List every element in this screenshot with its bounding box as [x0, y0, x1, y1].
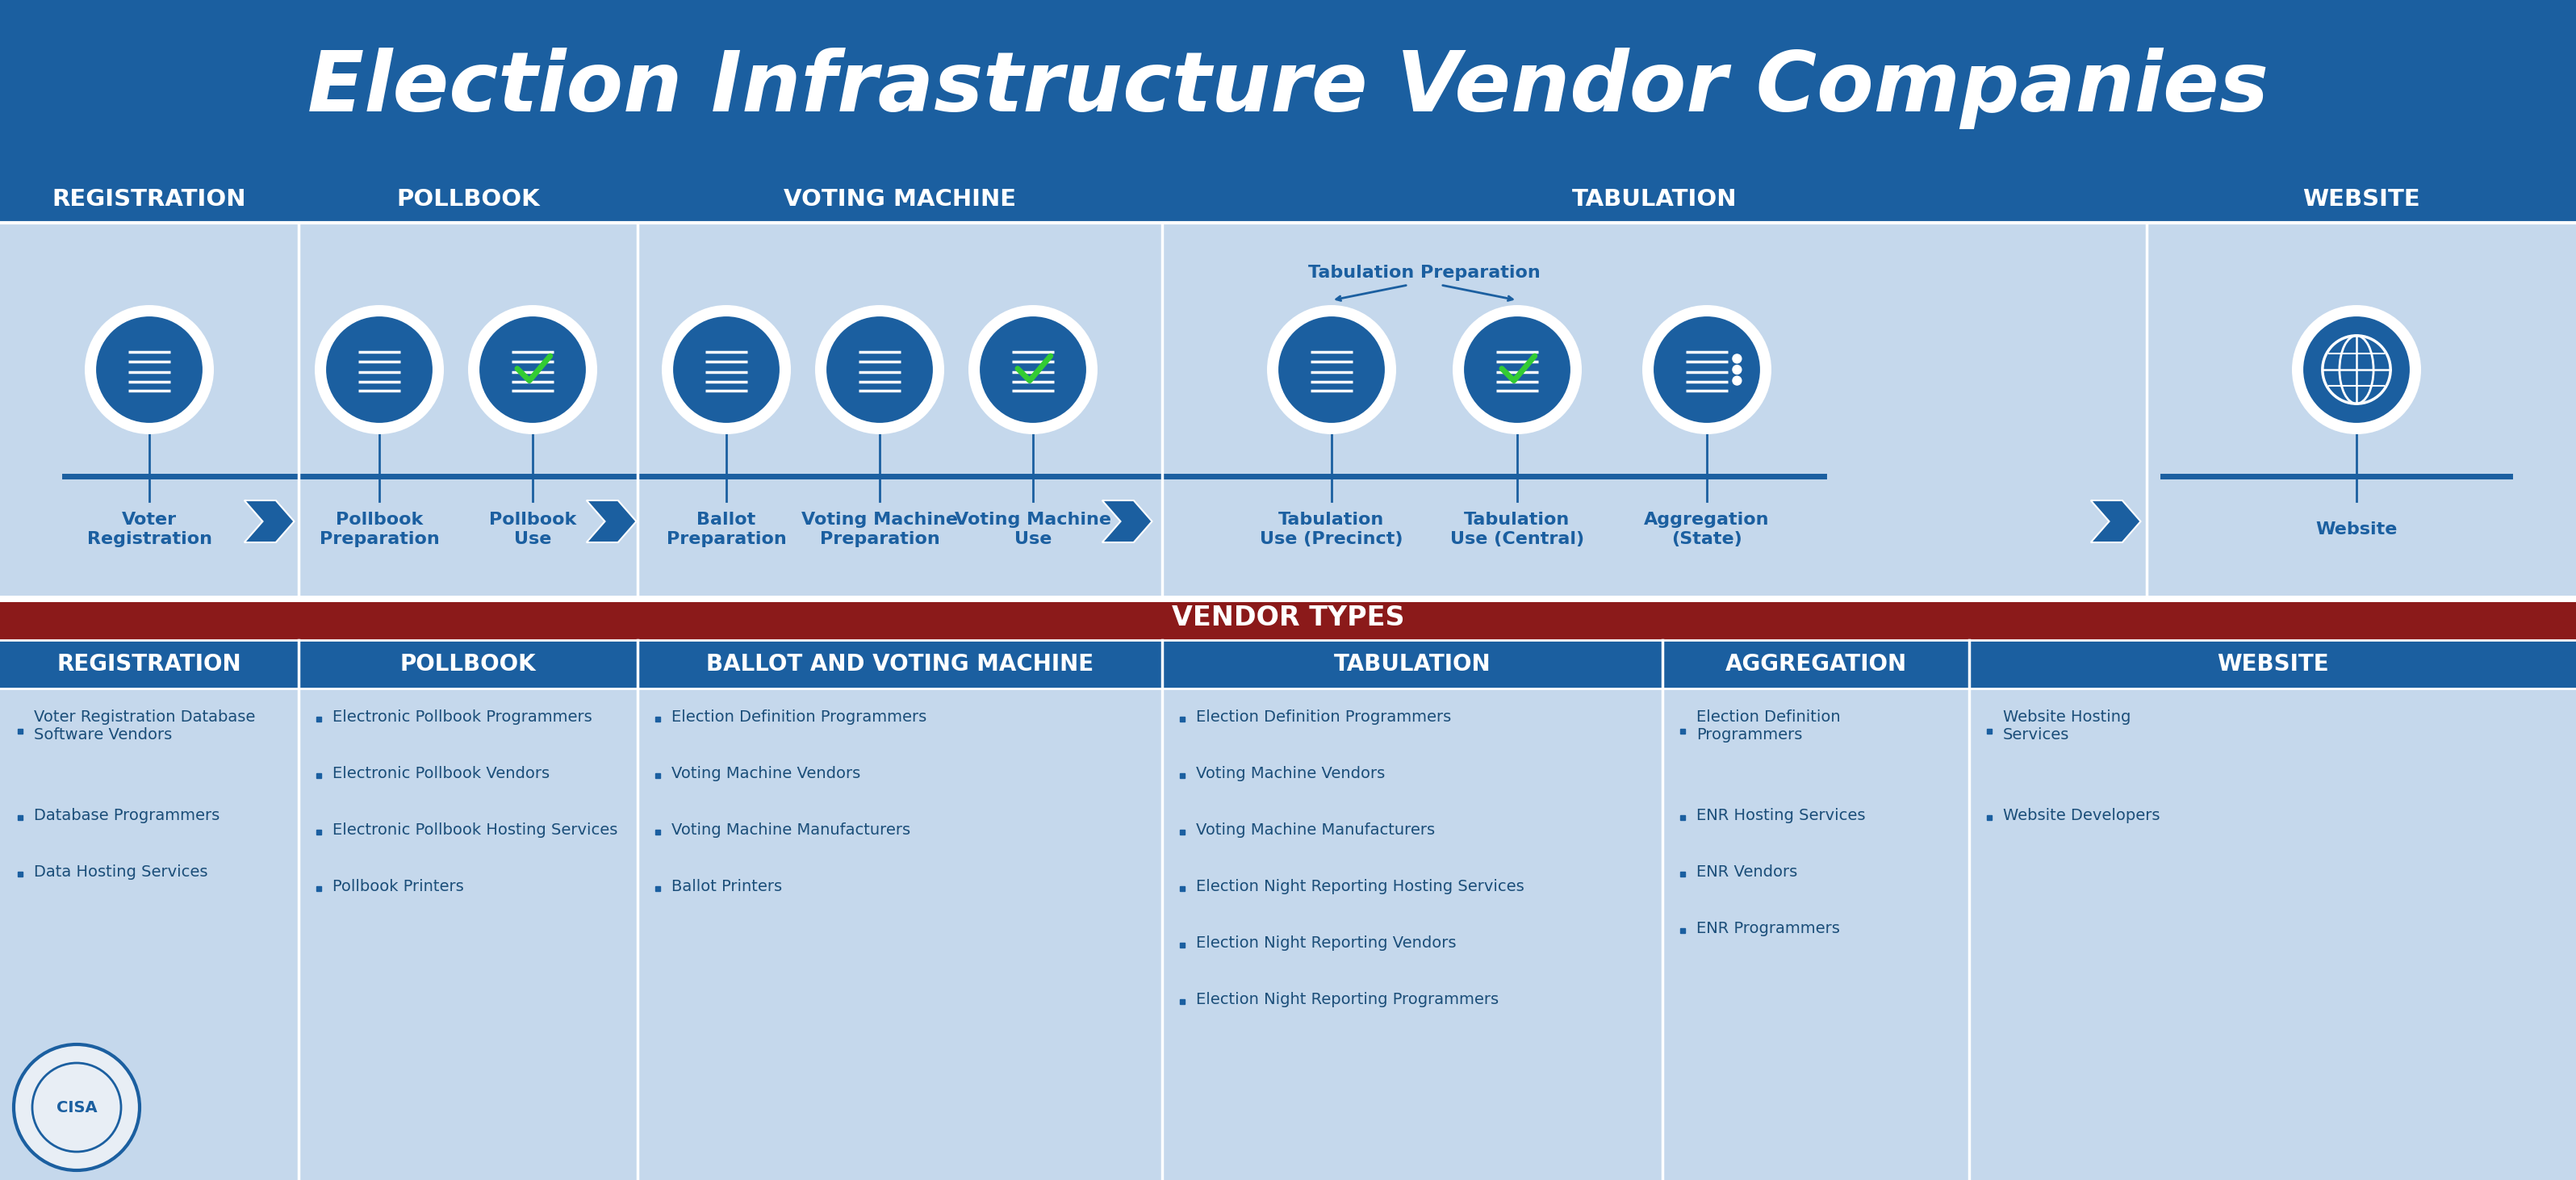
Bar — [0, 0, 2576, 176]
Polygon shape — [587, 500, 636, 543]
Circle shape — [85, 306, 214, 434]
Circle shape — [1267, 306, 1396, 434]
Text: Voting Machine
Use: Voting Machine Use — [956, 512, 1110, 546]
Text: Election Definition Programmers: Election Definition Programmers — [1195, 709, 1450, 725]
Bar — [1162, 640, 1662, 688]
Text: Electronic Pollbook Hosting Services: Electronic Pollbook Hosting Services — [332, 822, 618, 838]
Text: TABULATION: TABULATION — [1571, 188, 1736, 211]
Text: WEBSITE: WEBSITE — [2215, 653, 2329, 676]
Text: Voting Machine Vendors: Voting Machine Vendors — [1195, 766, 1386, 781]
Text: Voting Machine
Preparation: Voting Machine Preparation — [801, 512, 958, 546]
Text: WEBSITE: WEBSITE — [2303, 188, 2419, 211]
Text: Database Programmers: Database Programmers — [33, 808, 219, 824]
Text: POLLBOOK: POLLBOOK — [399, 653, 536, 676]
Bar — [299, 176, 636, 223]
Text: Website Hosting
Services: Website Hosting Services — [2004, 709, 2130, 742]
Bar — [1968, 640, 2576, 688]
Text: Voter Registration Database
Software Vendors: Voter Registration Database Software Ven… — [33, 709, 255, 742]
Text: Tabulation
Use (Central): Tabulation Use (Central) — [1450, 512, 1584, 546]
Text: POLLBOOK: POLLBOOK — [397, 188, 541, 211]
Circle shape — [1453, 306, 1582, 434]
Circle shape — [672, 315, 781, 425]
Circle shape — [1643, 306, 1772, 434]
Text: Aggregation
(State): Aggregation (State) — [1643, 512, 1770, 546]
Circle shape — [1463, 315, 1571, 425]
Bar — [0, 596, 2576, 602]
Bar — [636, 176, 1162, 223]
Text: TABULATION: TABULATION — [1334, 653, 1492, 676]
Text: VOTING MACHINE: VOTING MACHINE — [783, 188, 1015, 211]
Text: Tabulation
Use (Precinct): Tabulation Use (Precinct) — [1260, 512, 1404, 546]
Text: ENR Vendors: ENR Vendors — [1698, 865, 1798, 880]
Polygon shape — [245, 500, 294, 543]
Text: REGISTRATION: REGISTRATION — [57, 653, 242, 676]
Bar — [0, 176, 299, 223]
Text: REGISTRATION: REGISTRATION — [52, 188, 247, 211]
Text: ENR Programmers: ENR Programmers — [1698, 920, 1839, 936]
Text: AGGREGATION: AGGREGATION — [1726, 653, 1906, 676]
Text: Voter
Registration: Voter Registration — [88, 512, 211, 546]
Text: Electronic Pollbook Programmers: Electronic Pollbook Programmers — [332, 709, 592, 725]
Text: Website Developers: Website Developers — [2004, 808, 2161, 824]
Circle shape — [814, 306, 945, 434]
Text: Tabulation Preparation: Tabulation Preparation — [1309, 264, 1540, 281]
Text: Website: Website — [2316, 522, 2398, 538]
Circle shape — [1278, 315, 1386, 425]
Circle shape — [1734, 354, 1741, 363]
Circle shape — [979, 315, 1087, 425]
Circle shape — [662, 306, 791, 434]
Text: Voting Machine Vendors: Voting Machine Vendors — [672, 766, 860, 781]
Text: Election Definition Programmers: Election Definition Programmers — [672, 709, 927, 725]
Circle shape — [325, 315, 435, 425]
Text: CISA: CISA — [57, 1100, 98, 1115]
Bar — [1662, 640, 1968, 688]
Circle shape — [1651, 315, 1762, 425]
Text: Electronic Pollbook Vendors: Electronic Pollbook Vendors — [332, 766, 549, 781]
Bar — [1162, 176, 2146, 223]
Text: Election Night Reporting Programmers: Election Night Reporting Programmers — [1195, 992, 1499, 1008]
Circle shape — [13, 1044, 139, 1171]
Circle shape — [469, 306, 598, 434]
Bar — [636, 640, 1162, 688]
Text: Ballot Printers: Ballot Printers — [672, 879, 783, 894]
Polygon shape — [1103, 500, 1151, 543]
Circle shape — [969, 306, 1097, 434]
Text: VENDOR TYPES: VENDOR TYPES — [1172, 604, 1404, 631]
Circle shape — [95, 315, 204, 425]
Text: Pollbook
Preparation: Pollbook Preparation — [319, 512, 440, 546]
Circle shape — [2300, 315, 2411, 425]
Bar — [0, 176, 2576, 596]
Text: Pollbook Printers: Pollbook Printers — [332, 879, 464, 894]
Polygon shape — [2092, 500, 2141, 543]
Text: Election Infrastructure Vendor Companies: Election Infrastructure Vendor Companies — [307, 47, 2269, 129]
Bar — [0, 596, 2576, 1180]
Bar — [0, 596, 2576, 640]
Text: BALLOT AND VOTING MACHINE: BALLOT AND VOTING MACHINE — [706, 653, 1095, 676]
Circle shape — [477, 315, 587, 425]
Circle shape — [314, 306, 443, 434]
Bar — [2146, 176, 2576, 223]
Circle shape — [1734, 366, 1741, 374]
Text: Data Hosting Services: Data Hosting Services — [33, 865, 209, 880]
Text: Pollbook
Use: Pollbook Use — [489, 512, 577, 546]
Circle shape — [2293, 306, 2421, 434]
Text: Ballot
Preparation: Ballot Preparation — [667, 512, 786, 546]
Circle shape — [824, 315, 935, 425]
Text: Voting Machine Manufacturers: Voting Machine Manufacturers — [1195, 822, 1435, 838]
Text: Election Night Reporting Hosting Services: Election Night Reporting Hosting Service… — [1195, 879, 1525, 894]
Circle shape — [1734, 376, 1741, 385]
Bar — [0, 640, 299, 688]
Text: Voting Machine Manufacturers: Voting Machine Manufacturers — [672, 822, 909, 838]
Bar — [299, 640, 636, 688]
Text: Election Definition
Programmers: Election Definition Programmers — [1698, 709, 1839, 742]
Text: Election Night Reporting Vendors: Election Night Reporting Vendors — [1195, 936, 1455, 951]
Text: ENR Hosting Services: ENR Hosting Services — [1698, 808, 1865, 824]
